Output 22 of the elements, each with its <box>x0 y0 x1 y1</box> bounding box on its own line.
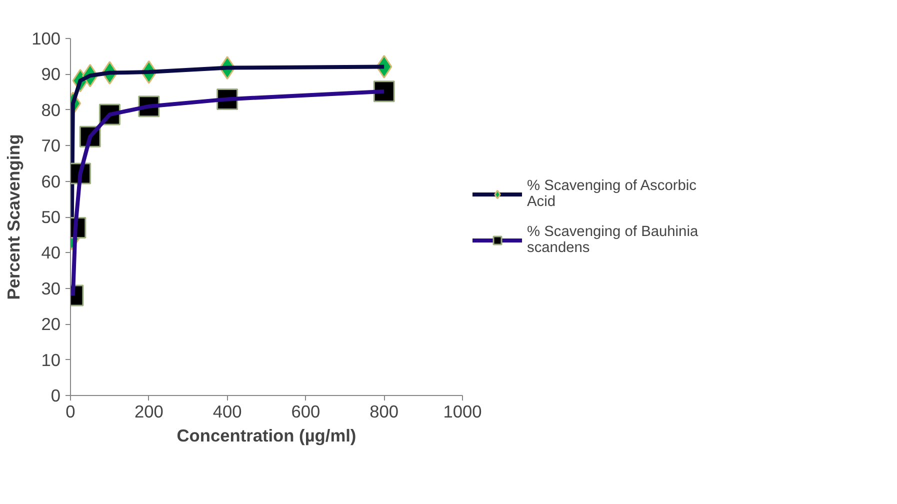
y-tick-label: 90 <box>41 64 61 84</box>
y-tick-label: 0 <box>50 386 61 406</box>
x-tick-label: 0 <box>66 402 76 422</box>
point <box>373 80 395 102</box>
y-tick-label: 10 <box>41 350 61 370</box>
x-tick-label: 800 <box>370 402 399 422</box>
legend-label: % Scavenging of Bauhinia scandens <box>527 224 698 256</box>
x-tick-label: 200 <box>134 402 164 422</box>
y-tick-label: 50 <box>41 207 61 227</box>
y-tick-label: 20 <box>41 314 61 334</box>
x-axis-title: Concentration (µg/ml) <box>176 426 356 446</box>
x-tick-label: 600 <box>291 402 320 422</box>
y-tick-label: 80 <box>41 100 61 120</box>
y-tick-label: 40 <box>41 242 61 263</box>
x-tick-label: 400 <box>212 402 242 422</box>
y-tick-label: 30 <box>41 278 61 298</box>
y-tick-label: 100 <box>32 28 61 48</box>
y-tick-label: 60 <box>41 171 61 192</box>
y-tick-label: 70 <box>41 136 61 156</box>
legend-label: % Scavenging of Ascorbic Acid <box>527 178 696 210</box>
x-tick-label: 1000 <box>443 402 482 422</box>
y-axis-title: Percent Scavenging <box>4 134 24 300</box>
